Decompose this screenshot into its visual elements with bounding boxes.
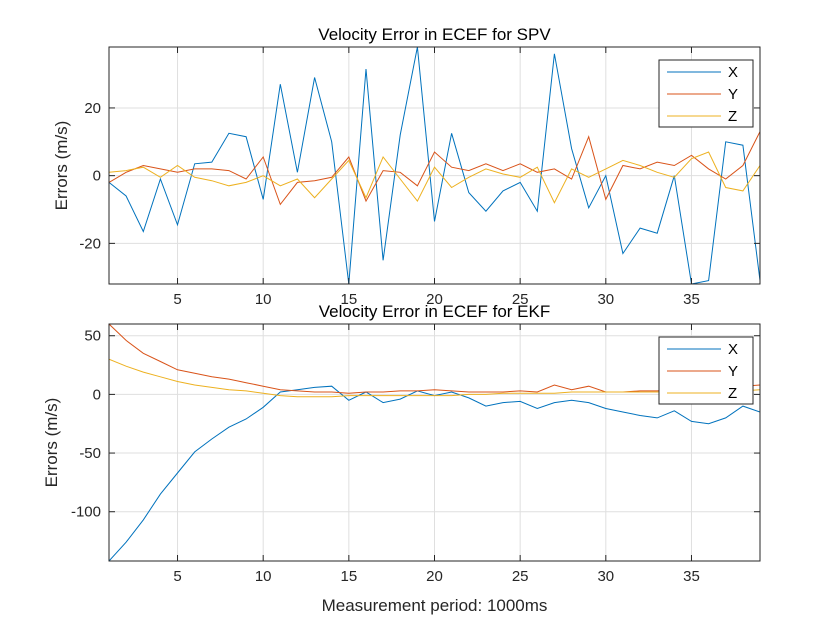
y-tick-label: -50: [79, 445, 101, 462]
legend-label-z: Z: [728, 108, 737, 125]
series-line-z: [109, 151, 760, 204]
y-tick-label: 0: [93, 386, 101, 403]
x-tick-label: 35: [683, 568, 700, 585]
chart-panel-1: 5 10 15 20 25 30 35 -20 0 20 Velocity Error in ECE…: [52, 25, 761, 308]
x-tick-label: 25: [512, 568, 529, 585]
x-tick-label: 15: [340, 568, 357, 585]
legend: XYZ: [658, 336, 754, 405]
series-line-y: [109, 131, 760, 206]
x-tick-label: 35: [683, 291, 700, 308]
y-axis-label: Errors (m/s): [52, 121, 71, 211]
x-tick-label: 5: [173, 291, 181, 308]
x-tick-label: 30: [597, 291, 614, 308]
legend-label-y: Y: [728, 363, 738, 380]
series-line-z: [109, 358, 760, 398]
y-tick-label: -20: [79, 235, 101, 252]
chart-title: Velocity Error in ECEF for EKF: [319, 302, 550, 321]
legend-label-y: Y: [728, 86, 738, 103]
series-line-y: [109, 324, 760, 394]
legend-label-x: X: [728, 341, 738, 358]
y-tick-label: 20: [84, 100, 101, 117]
x-tick-label: 25: [512, 291, 529, 308]
chart-panel-2: 5 10 15 20 25 30 35 -100 -50 0 50 Velocity Error in…: [42, 302, 761, 615]
y-axis-label: Errors (m/s): [42, 398, 61, 488]
y-tick-label: -100: [71, 504, 101, 521]
legend: XYZ: [658, 59, 754, 128]
x-tick-label: 10: [255, 291, 272, 308]
x-tick-label: 5: [173, 568, 181, 585]
x-tick-label: 20: [426, 291, 443, 308]
chart-title: Velocity Error in ECEF for SPV: [318, 25, 551, 44]
y-tick-label: 50: [84, 328, 101, 345]
x-axis-label: Measurement period: 1000ms: [322, 596, 548, 615]
y-tick-label: 0: [93, 168, 101, 185]
x-tick-label: 20: [426, 568, 443, 585]
legend-label-z: Z: [728, 385, 737, 402]
x-tick-label: 15: [340, 291, 357, 308]
x-tick-label: 10: [255, 568, 272, 585]
series-line-x: [109, 47, 760, 284]
x-tick-label: 30: [597, 568, 614, 585]
legend-label-x: X: [728, 64, 738, 81]
